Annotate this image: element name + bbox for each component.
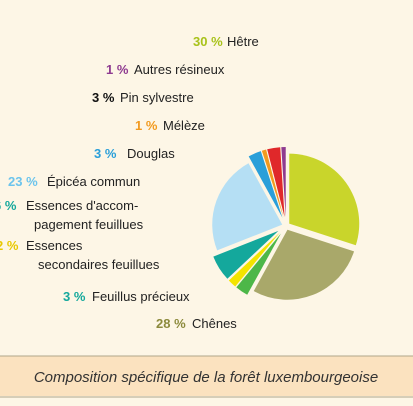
pie-slice bbox=[236, 233, 281, 295]
value-label: 28 % bbox=[156, 316, 186, 331]
pie-slice bbox=[228, 232, 280, 287]
value-label: 3 % bbox=[94, 146, 117, 161]
pie-slice bbox=[253, 229, 355, 300]
pie-slice bbox=[248, 151, 283, 218]
pie-slice bbox=[213, 230, 279, 279]
value-label: 6 % bbox=[0, 198, 17, 213]
pie-slice bbox=[212, 163, 283, 251]
pie-slice bbox=[261, 149, 284, 218]
category-label: Mélèze bbox=[163, 118, 205, 133]
value-label: 3 % bbox=[92, 90, 115, 105]
value-label: 30 % bbox=[193, 34, 223, 49]
category-label: Essences d'accom-pagement feuillues bbox=[26, 198, 144, 232]
category-label: Autres résineux bbox=[134, 62, 225, 77]
value-label: 1 % bbox=[106, 62, 129, 77]
value-label: 2 % bbox=[0, 238, 19, 253]
value-label: 3 % bbox=[63, 289, 86, 304]
category-label: Pin sylvestre bbox=[120, 90, 194, 105]
category-label: Chênes bbox=[192, 316, 237, 331]
pie-slice bbox=[267, 147, 285, 218]
category-label: Essences secondaires feuillues bbox=[26, 238, 160, 272]
category-label: Hêtre bbox=[227, 34, 259, 49]
value-label: 1 % bbox=[135, 118, 158, 133]
caption-band bbox=[0, 356, 413, 396]
category-label: Épicéa commun bbox=[47, 174, 140, 189]
value-label: 23 % bbox=[8, 174, 38, 189]
pie-slice bbox=[289, 153, 360, 246]
caption: Composition spécifique de la forêt luxem… bbox=[34, 369, 378, 386]
pie-slice bbox=[281, 147, 286, 218]
category-label: Feuillus précieux bbox=[92, 289, 190, 304]
category-label: Douglas bbox=[127, 146, 175, 161]
